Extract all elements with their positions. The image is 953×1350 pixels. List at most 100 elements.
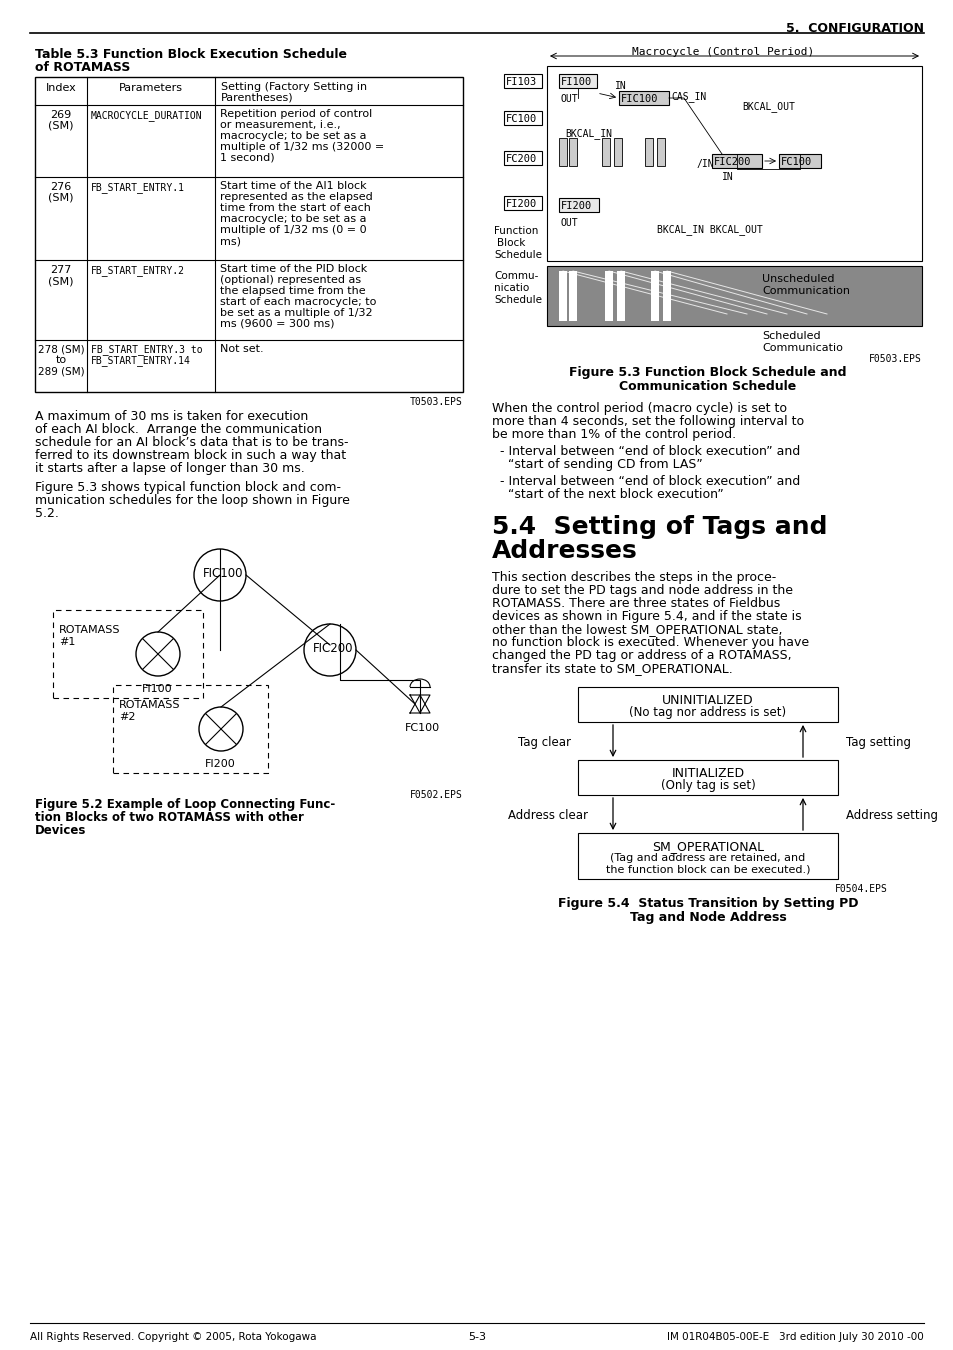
Text: “start of sending CD from LAS”: “start of sending CD from LAS”: [492, 458, 702, 471]
Text: 276: 276: [51, 182, 71, 192]
Text: no function block is executed. Whenever you have: no function block is executed. Whenever …: [492, 636, 808, 649]
Text: Commu-: Commu-: [494, 271, 537, 281]
Text: represented as the elapsed: represented as the elapsed: [220, 192, 373, 202]
Text: Communicatio: Communicatio: [761, 343, 842, 352]
Text: Start time of the AI1 block: Start time of the AI1 block: [220, 181, 366, 190]
Text: changed the PD tag or address of a ROTAMASS,: changed the PD tag or address of a ROTAM…: [492, 649, 791, 662]
Text: FI200: FI200: [560, 201, 592, 211]
Text: multiple of 1/32 ms (0 = 0: multiple of 1/32 ms (0 = 0: [220, 225, 366, 235]
Text: (No tag nor address is set): (No tag nor address is set): [629, 706, 785, 720]
Bar: [558, 271, 566, 321]
Bar: [614, 138, 621, 166]
Text: Block: Block: [497, 238, 525, 248]
Text: 5.2.: 5.2.: [35, 508, 59, 520]
Text: Figure 5.4  Status Transition by Setting PD: Figure 5.4 Status Transition by Setting …: [558, 896, 858, 910]
Text: A maximum of 30 ms is taken for execution: A maximum of 30 ms is taken for executio…: [35, 410, 308, 423]
Bar: [604, 271, 613, 321]
Text: Addresses: Addresses: [492, 539, 638, 563]
Text: FIC200: FIC200: [713, 157, 751, 167]
Text: Parentheses): Parentheses): [221, 93, 294, 103]
Bar: [503, 111, 541, 126]
Text: BKCAL_IN: BKCAL_IN: [564, 128, 612, 139]
Text: ms): ms): [220, 236, 241, 246]
Text: macrocycle; to be set as a: macrocycle; to be set as a: [220, 131, 366, 140]
Text: or measurement, i.e.,: or measurement, i.e.,: [220, 120, 340, 130]
Text: dure to set the PD tags and node address in the: dure to set the PD tags and node address…: [492, 585, 792, 597]
Text: Not set.: Not set.: [220, 344, 263, 354]
Bar: [503, 74, 541, 88]
Text: CAS_IN: CAS_IN: [670, 90, 705, 101]
Bar: [578, 760, 837, 795]
Bar: [662, 271, 670, 321]
Text: (Only tag is set): (Only tag is set): [659, 779, 755, 792]
Bar: [568, 271, 577, 321]
Text: When the control period (macro cycle) is set to: When the control period (macro cycle) is…: [492, 402, 786, 414]
Text: BKCAL_OUT: BKCAL_OUT: [741, 101, 794, 112]
Text: ROTAMASS: ROTAMASS: [119, 701, 180, 710]
Text: FIC100: FIC100: [203, 567, 243, 580]
Text: Tag setting: Tag setting: [845, 736, 910, 749]
Text: FB_START_ENTRY.1: FB_START_ENTRY.1: [91, 182, 185, 193]
Text: the function block can be executed.): the function block can be executed.): [605, 864, 809, 873]
Text: Communication: Communication: [761, 286, 849, 296]
Text: Parameters: Parameters: [119, 82, 183, 93]
Text: start of each macrocycle; to: start of each macrocycle; to: [220, 297, 376, 306]
Text: tion Blocks of two ROTAMASS with other: tion Blocks of two ROTAMASS with other: [35, 811, 304, 824]
Text: Unscheduled: Unscheduled: [761, 274, 834, 284]
Bar: [779, 154, 821, 167]
Text: Communication Schedule: Communication Schedule: [618, 379, 796, 393]
Text: Function: Function: [494, 225, 537, 236]
Text: FC200: FC200: [505, 154, 537, 163]
Bar: [558, 138, 566, 166]
Text: FB_START_ENTRY.2: FB_START_ENTRY.2: [91, 265, 185, 275]
Text: nicatio: nicatio: [494, 284, 529, 293]
Text: (SM): (SM): [49, 122, 73, 131]
Text: Tag and Node Address: Tag and Node Address: [629, 911, 785, 923]
Text: 5.  CONFIGURATION: 5. CONFIGURATION: [785, 22, 923, 35]
Bar: [558, 74, 597, 88]
Text: FB_START_ENTRY.3 to: FB_START_ENTRY.3 to: [91, 344, 202, 355]
Text: FI100: FI100: [560, 77, 592, 86]
Bar: [53, 610, 203, 698]
Bar: [558, 198, 598, 212]
Text: OUT: OUT: [560, 95, 578, 104]
Text: FI100: FI100: [142, 684, 172, 694]
Bar: [546, 66, 921, 261]
Text: multiple of 1/32 ms (32000 =: multiple of 1/32 ms (32000 =: [220, 142, 384, 153]
Text: Start time of the PID block: Start time of the PID block: [220, 265, 367, 274]
Text: ROTAMASS. There are three states of Fieldbus: ROTAMASS. There are three states of Fiel…: [492, 597, 780, 610]
Text: All Rights Reserved. Copyright © 2005, Rota Yokogawa: All Rights Reserved. Copyright © 2005, R…: [30, 1332, 316, 1342]
Text: Schedule: Schedule: [494, 296, 541, 305]
Text: 5.4  Setting of Tags and: 5.4 Setting of Tags and: [492, 514, 826, 539]
Text: (optional) represented as: (optional) represented as: [220, 275, 361, 285]
Text: FC100: FC100: [781, 157, 811, 167]
Text: macrocycle; to be set as a: macrocycle; to be set as a: [220, 215, 366, 224]
Text: ROTAMASS: ROTAMASS: [59, 625, 120, 634]
Text: F0503.EPS: F0503.EPS: [868, 354, 921, 364]
Text: - Interval between “end of block execution” and: - Interval between “end of block executi…: [492, 446, 800, 458]
Text: of each AI block.  Arrange the communication: of each AI block. Arrange the communicat…: [35, 423, 322, 436]
Text: Tag clear: Tag clear: [517, 736, 571, 749]
Text: Address setting: Address setting: [845, 809, 937, 822]
Text: Macrocycle (Control Period): Macrocycle (Control Period): [631, 47, 814, 57]
Text: FIC100: FIC100: [620, 95, 658, 104]
Text: SM_OPERATIONAL: SM_OPERATIONAL: [651, 840, 763, 853]
Text: IN: IN: [721, 171, 733, 182]
Text: more than 4 seconds, set the following interval to: more than 4 seconds, set the following i…: [492, 414, 803, 428]
Text: Setting (Factory Setting in: Setting (Factory Setting in: [221, 82, 367, 92]
Text: transfer its state to SM_OPERATIONAL.: transfer its state to SM_OPERATIONAL.: [492, 662, 732, 675]
Text: BKCAL_IN BKCAL_OUT: BKCAL_IN BKCAL_OUT: [657, 224, 762, 235]
Text: #2: #2: [119, 711, 135, 722]
Bar: [650, 271, 659, 321]
Text: munication schedules for the loop shown in Figure: munication schedules for the loop shown …: [35, 494, 350, 508]
Text: to: to: [55, 355, 67, 364]
Text: 5-3: 5-3: [468, 1332, 485, 1342]
Bar: [568, 138, 577, 166]
Text: of ROTAMASS: of ROTAMASS: [35, 61, 131, 74]
Text: 269: 269: [51, 109, 71, 120]
Text: FI103: FI103: [505, 77, 537, 86]
Text: (SM): (SM): [49, 275, 73, 286]
Bar: [578, 687, 837, 722]
Text: T0503.EPS: T0503.EPS: [410, 397, 462, 406]
Text: IM 01R04B05-00E-E   3rd edition July 30 2010 -00: IM 01R04B05-00E-E 3rd edition July 30 20…: [666, 1332, 923, 1342]
